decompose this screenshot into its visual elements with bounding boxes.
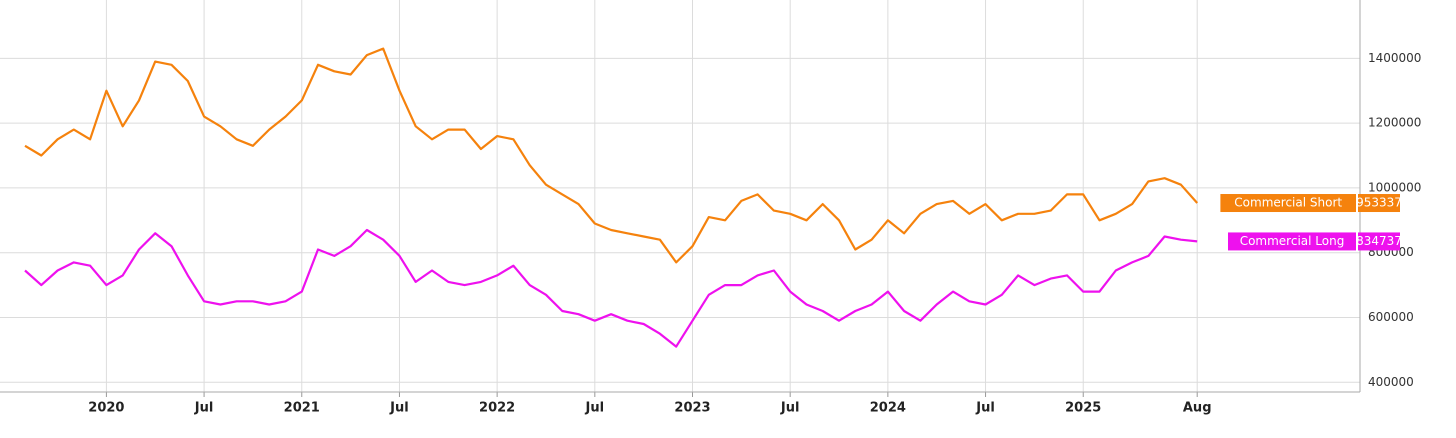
value-label: 834737 [1356, 234, 1402, 248]
series-label: Commercial Long [1240, 234, 1345, 248]
series-label-box [1228, 232, 1356, 251]
value-label: 953337 [1356, 196, 1402, 210]
x-tick-label: 2020 [88, 401, 124, 416]
series-end-label: Commercial Short 953337 [1220, 194, 1402, 213]
series-label: Commercial Short [1234, 196, 1342, 210]
value-label-box [1358, 194, 1400, 213]
series-end-label: Commercial Long 834737 [1228, 232, 1402, 251]
x-tick-label: 2024 [870, 401, 906, 416]
x-tick-label: 2023 [674, 401, 710, 416]
y-tick-label: 600000 [1368, 310, 1414, 324]
series-label-box [1220, 194, 1356, 213]
x-tick-label: Aug [1183, 401, 1212, 416]
x-tick-label: 2025 [1065, 401, 1101, 416]
y-tick-label: 400000 [1368, 375, 1414, 389]
x-tick-label: Jul [389, 401, 409, 416]
x-tick-label: Jul [585, 401, 605, 416]
x-tick-label: Jul [194, 401, 214, 416]
x-tick-label: Jul [975, 401, 995, 416]
y-tick-label: 1400000 [1368, 51, 1421, 65]
y-tick-label: 1200000 [1368, 116, 1421, 130]
value-label-box [1358, 232, 1400, 251]
series-line [24, 47, 1199, 264]
x-tick-label: Jul [780, 401, 800, 416]
x-tick-label: 2021 [284, 401, 320, 416]
x-tick-label: 2022 [479, 401, 515, 416]
series-line [24, 228, 1198, 348]
y-tick-label: 1000000 [1368, 180, 1421, 194]
